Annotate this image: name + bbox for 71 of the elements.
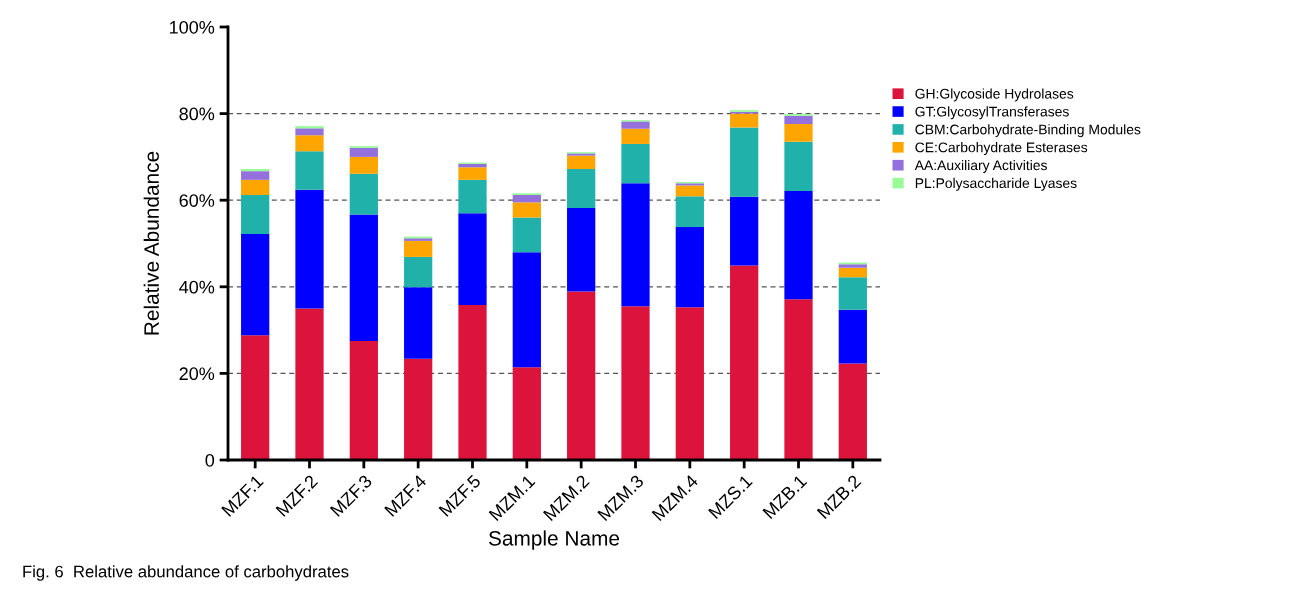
- legend-label: GT:GlycosylTransferases: [915, 106, 1069, 120]
- bar: [512, 202, 541, 218]
- legend-label: AA:Auxiliary Activities: [914, 159, 1047, 173]
- bar: [730, 196, 759, 266]
- bar: [784, 191, 813, 300]
- bar: [349, 214, 378, 341]
- y-tick-label: 0: [205, 453, 215, 467]
- bar: [295, 126, 324, 129]
- bar: [349, 147, 378, 157]
- bar: [675, 307, 704, 460]
- bar: [567, 169, 596, 208]
- bar: [404, 358, 433, 460]
- bar: [458, 213, 487, 305]
- bar: [404, 240, 433, 257]
- caption: Fig. 6 Relative abundance of carbohydrates: [23, 565, 349, 581]
- bar: [730, 127, 759, 197]
- bar: [241, 233, 270, 336]
- bar: [838, 267, 867, 278]
- y-tick-label: 100%: [170, 20, 215, 34]
- bar: [512, 367, 541, 460]
- bar: [241, 171, 270, 180]
- bar: [675, 196, 704, 228]
- bar: [349, 173, 378, 215]
- bar: [675, 185, 704, 197]
- bar: [349, 340, 378, 460]
- bar: [838, 363, 867, 460]
- bar: [621, 121, 650, 129]
- bar: [404, 287, 433, 359]
- bar: [784, 115, 813, 124]
- bar: [730, 265, 759, 460]
- bar: [567, 291, 596, 460]
- bar: [621, 183, 650, 307]
- bar: [458, 167, 487, 180]
- bar: [567, 155, 596, 170]
- bar: [295, 128, 324, 136]
- bar: [458, 179, 487, 214]
- bar: [838, 277, 867, 310]
- legend-label: CE:Carbohydrate Esterases: [915, 142, 1088, 156]
- legend-label: GH:Glycoside Hydrolases: [915, 88, 1074, 102]
- bar: [675, 227, 704, 308]
- bar: [349, 156, 378, 174]
- bar: [241, 335, 270, 460]
- bar: [295, 135, 324, 152]
- bar: [404, 256, 433, 288]
- y-tick-label: 60%: [179, 194, 215, 207]
- bar: [730, 113, 759, 128]
- bar: [241, 179, 270, 195]
- legend-label: PL:Polysaccharide Lyases: [915, 177, 1077, 191]
- bar: [458, 304, 487, 460]
- y-tick-label: 80%: [179, 107, 215, 121]
- bar: [621, 143, 650, 184]
- bar: [512, 252, 541, 368]
- x-axis-title: Sample Name: [488, 530, 620, 550]
- y-axis-title: Relative Abundance: [143, 151, 159, 335]
- bar: [621, 128, 650, 144]
- bar: [784, 123, 813, 142]
- bar: [295, 151, 324, 190]
- bar: [295, 189, 324, 309]
- y-tick-label: 40%: [179, 280, 215, 294]
- bar: [295, 308, 324, 460]
- bar: [838, 309, 867, 364]
- bar: [512, 217, 541, 253]
- legend-label: CBM:Carbohydrate-Binding Modules: [915, 124, 1141, 138]
- bar: [241, 195, 270, 234]
- y-tick-label: 20%: [179, 367, 215, 381]
- bar: [512, 195, 541, 203]
- bar: [621, 306, 650, 460]
- bar: [567, 207, 596, 292]
- bar: [784, 299, 813, 460]
- bar: [241, 169, 270, 172]
- bar: [784, 141, 813, 192]
